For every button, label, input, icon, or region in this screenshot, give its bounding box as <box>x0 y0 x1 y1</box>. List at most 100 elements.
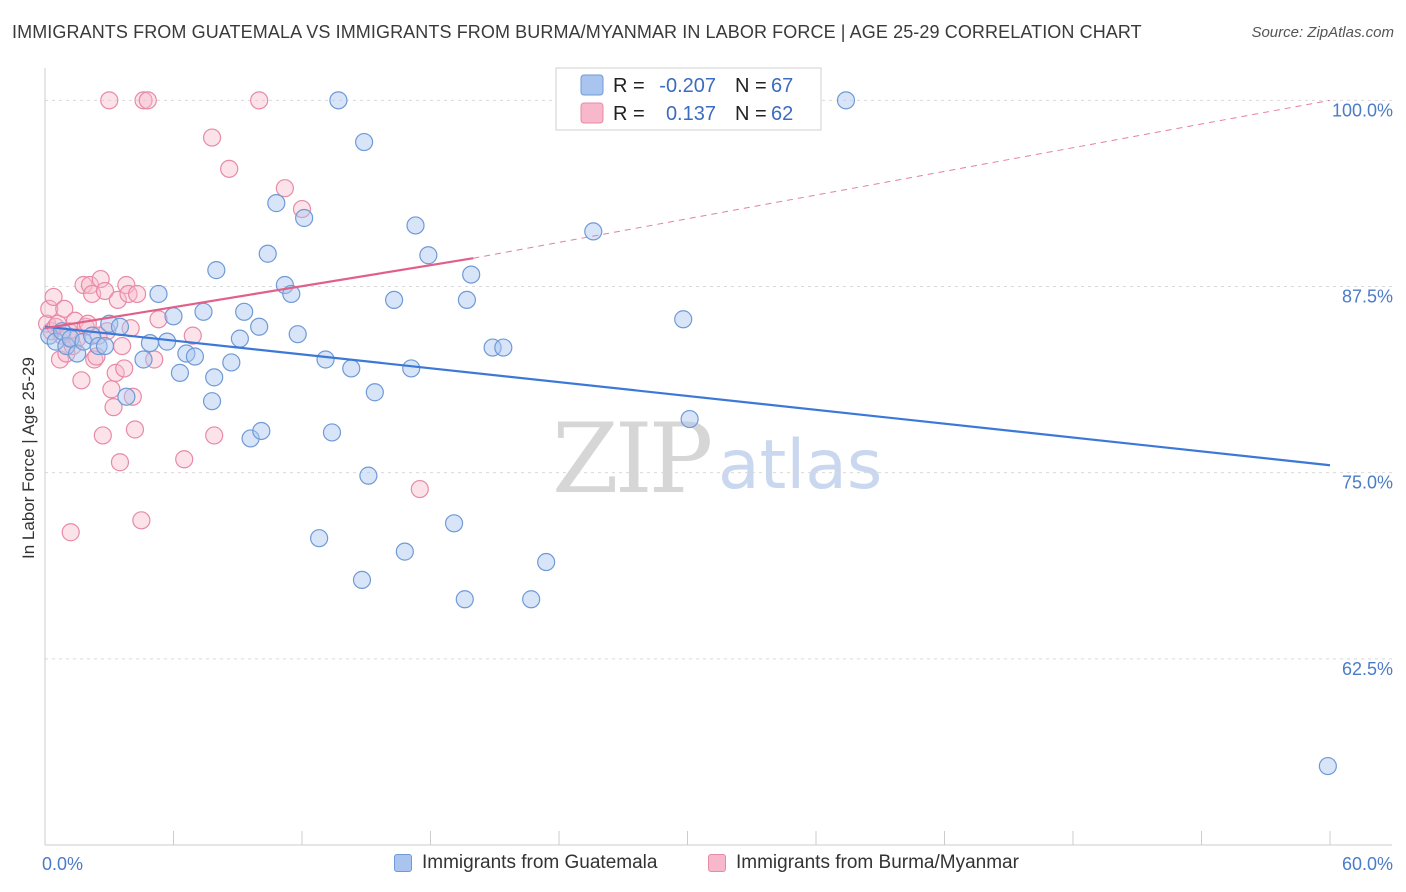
guatemala-point <box>205 368 224 387</box>
guatemala-point <box>836 91 856 110</box>
x-tick-label-min: 0.0% <box>42 854 83 874</box>
burma-point <box>127 284 147 304</box>
burma-point <box>104 398 123 417</box>
legend-n-value-burma: 62 <box>771 103 793 125</box>
burma-point <box>40 299 59 318</box>
legend-n-value-guatemala: 67 <box>771 75 793 97</box>
legend-r-label-guatemala: R = <box>613 75 645 97</box>
legend-swatch-guatemala <box>580 74 604 96</box>
burma-point <box>110 453 130 472</box>
guatemala-point <box>241 429 260 448</box>
guatemala-point <box>355 132 374 152</box>
guatemala-point <box>402 359 421 378</box>
legend-swatch-burma <box>580 102 604 124</box>
guatemala-point <box>252 421 271 441</box>
guatemala-point <box>170 363 190 382</box>
guatemala-point <box>110 317 130 336</box>
legend-item-guatemala: Immigrants from Guatemala <box>394 852 657 874</box>
tick-labels: 62.5% 75.0% 87.5% 100.0% 0.0% 60.0% <box>42 100 1393 874</box>
guatemala-point <box>406 216 425 235</box>
guatemala-point <box>444 514 464 533</box>
guatemala-point <box>316 350 335 369</box>
guatemala-point <box>522 590 541 609</box>
points-guatemala-series <box>40 91 1337 776</box>
burma-point <box>100 91 119 110</box>
y-axis-label: In Labor Force | Age 25-29 <box>19 357 38 559</box>
burma-point <box>134 91 153 110</box>
burma-point <box>220 159 239 178</box>
guatemala-point <box>455 590 474 609</box>
legend-r-value-burma: 0.137 <box>666 103 716 125</box>
burma-point <box>112 336 132 356</box>
legend-n-label-guatemala: N = <box>735 75 767 97</box>
guatemala-point <box>494 338 513 357</box>
guatemala-point <box>95 336 115 356</box>
guatemala-point <box>194 302 213 321</box>
gridlines <box>45 99 1392 660</box>
guatemala-point <box>235 302 254 321</box>
guatemala-point <box>310 529 329 548</box>
guatemala-point <box>419 246 438 265</box>
burma-point <box>175 450 194 469</box>
burma-point <box>250 91 269 110</box>
guatemala-point <box>537 552 556 572</box>
guatemala-point <box>457 290 477 310</box>
guatemala-point <box>674 310 693 329</box>
guatemala-point <box>89 336 108 356</box>
guatemala-point <box>384 290 404 310</box>
burma-point <box>91 269 110 289</box>
legend-label-guatemala: Immigrants from Guatemala <box>422 852 658 873</box>
guatemala-point <box>46 332 65 351</box>
trend-line-burma <box>44 257 474 330</box>
guatemala-point <box>202 392 222 411</box>
guatemala-point <box>207 261 226 280</box>
trend-line-guatemala <box>44 325 1331 467</box>
y-tick-label: 75.0% <box>1342 473 1393 493</box>
burma-point <box>205 426 224 445</box>
y-tick-label: 87.5% <box>1342 287 1393 307</box>
burma-point <box>138 91 157 110</box>
y-tick-label: 62.5% <box>1342 659 1393 679</box>
burma-point <box>72 371 91 390</box>
y-tick-label: 100.0% <box>1332 100 1393 120</box>
points-burma-series <box>38 91 429 542</box>
guatemala-point <box>222 353 241 372</box>
guatemala-point <box>267 194 286 213</box>
burma-point <box>57 344 76 363</box>
guatemala-point <box>352 570 372 590</box>
source-label: Source: ZipAtlas.com <box>1251 24 1394 41</box>
guatemala-point <box>462 265 481 284</box>
burma-point <box>106 363 125 382</box>
guatemala-point <box>342 359 361 378</box>
trend-lines <box>44 99 1331 467</box>
axes <box>44 68 1392 846</box>
guatemala-point <box>359 466 378 485</box>
guatemala-point <box>164 307 183 326</box>
guatemala-point <box>134 350 153 369</box>
guatemala-point <box>149 284 168 304</box>
trend-line-burma-extended <box>473 99 1331 259</box>
burma-point <box>202 128 222 147</box>
burma-point <box>61 523 80 542</box>
guatemala-point <box>680 409 699 429</box>
burma-point <box>410 479 429 499</box>
burma-point <box>44 287 63 307</box>
burma-point <box>275 179 294 198</box>
legend-item-burma: Immigrants from Burma/Myanmar <box>708 852 1019 874</box>
stats-legend: R = -0.207 N = 67 R = 0.137 N = 62 <box>555 67 822 131</box>
burma-point <box>115 359 134 378</box>
guatemala-point <box>365 383 384 402</box>
guatemala-point <box>250 317 269 336</box>
burma-point <box>85 350 104 369</box>
legend-label-burma: Immigrants from Burma/Myanmar <box>736 852 1019 873</box>
burma-point <box>95 281 115 301</box>
burma-point <box>125 420 145 439</box>
burma-point <box>132 511 151 530</box>
burma-point <box>183 326 202 345</box>
guatemala-point <box>295 208 314 228</box>
watermark-zip: ZIP <box>552 403 711 515</box>
guatemala-point <box>258 244 277 263</box>
guatemala-point <box>395 542 414 561</box>
legend-n-label-burma: N = <box>735 103 767 125</box>
guatemala-point <box>483 338 502 357</box>
